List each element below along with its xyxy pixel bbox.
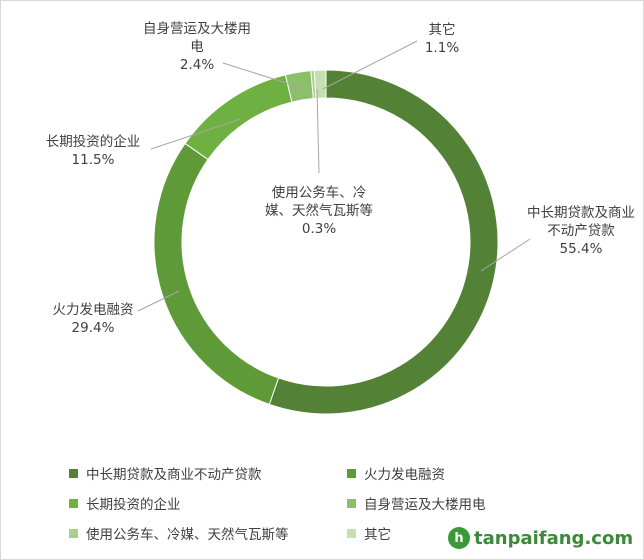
data-label: 长期投资的企业 11.5%	[38, 133, 148, 169]
watermark-text: tanpaifang.com	[474, 527, 634, 549]
donut-slice	[153, 142, 280, 406]
data-label-value: 29.4%	[71, 320, 115, 336]
legend-label: 其它	[364, 527, 391, 543]
legend-item: 使用公务车、冷媒、天然气瓦斯等	[69, 523, 289, 543]
legend-item: 中长期贷款及商业不动产贷款	[69, 463, 262, 483]
data-label-value: 0.3%	[301, 221, 337, 237]
leader-line	[480, 238, 531, 272]
data-label-category: 其它	[428, 22, 456, 38]
data-label-value: 2.4%	[179, 57, 215, 73]
legend-label: 中长期贷款及商业不动产贷款	[86, 467, 262, 483]
leader-line	[322, 40, 418, 90]
data-label: 其它 1.1%	[387, 21, 497, 57]
donut-slice	[313, 69, 327, 99]
data-label-category: 使用公务车、冷媒、天然气瓦斯等	[265, 185, 373, 219]
data-label: 火力发电融资 29.4%	[38, 301, 148, 337]
leader-line	[150, 118, 242, 150]
data-label: 自身营运及大楼用电 2.4%	[142, 20, 252, 74]
data-label-category: 火力发电融资	[52, 302, 134, 318]
data-label: 中长期贷款及商业不动产贷款 55.4%	[526, 204, 636, 258]
data-label: 使用公务车、冷媒、天然气瓦斯等 0.3%	[264, 184, 374, 238]
data-label-category: 长期投资的企业	[45, 134, 141, 150]
data-label-category: 中长期贷款及商业不动产贷款	[527, 205, 635, 239]
leader-line	[316, 88, 320, 174]
leader-lines	[137, 40, 531, 312]
donut-slice	[268, 69, 499, 415]
legend-swatch	[69, 528, 78, 538]
legend-item: 火力发电融资	[347, 463, 445, 483]
legend-swatch	[69, 468, 78, 478]
legend-swatch	[347, 498, 356, 508]
data-label-value: 55.4%	[559, 241, 603, 257]
legend-swatch	[347, 468, 356, 478]
legend-label: 长期投资的企业	[86, 497, 181, 513]
data-label-value: 11.5%	[71, 152, 115, 168]
legend-swatch	[69, 498, 78, 508]
legend-item: 自身营运及大楼用电	[347, 493, 486, 513]
logo-icon: h	[448, 527, 470, 549]
legend-swatch	[347, 528, 356, 538]
leader-line	[222, 62, 300, 88]
legend-label: 使用公务车、冷媒、天然气瓦斯等	[86, 527, 289, 543]
legend-label: 自身营运及大楼用电	[364, 497, 486, 513]
legend-item: 长期投资的企业	[69, 493, 181, 513]
leader-line	[137, 290, 180, 312]
data-label-value: 1.1%	[424, 40, 460, 56]
watermark: h tanpaifang.com	[448, 527, 633, 549]
legend-item: 其它	[347, 523, 391, 543]
legend-label: 火力发电融资	[364, 467, 445, 483]
donut-slice	[184, 74, 293, 161]
data-label-category: 自身营运及大楼用电	[143, 21, 251, 55]
